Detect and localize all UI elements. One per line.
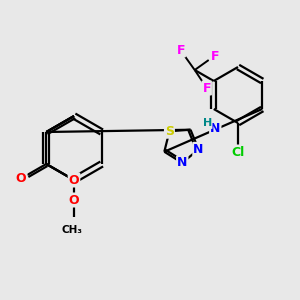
Text: F: F [210, 50, 219, 62]
Text: H: H [203, 118, 212, 128]
Text: O: O [69, 194, 79, 206]
Text: O: O [16, 172, 26, 185]
Text: F: F [176, 44, 185, 56]
Text: N: N [193, 143, 204, 156]
Text: N: N [177, 157, 188, 169]
Text: S: S [165, 125, 174, 138]
Text: Cl: Cl [231, 146, 244, 158]
Text: O: O [69, 173, 79, 187]
Text: CH₃: CH₃ [61, 225, 82, 235]
Text: F: F [202, 82, 211, 94]
Text: N: N [210, 122, 220, 135]
